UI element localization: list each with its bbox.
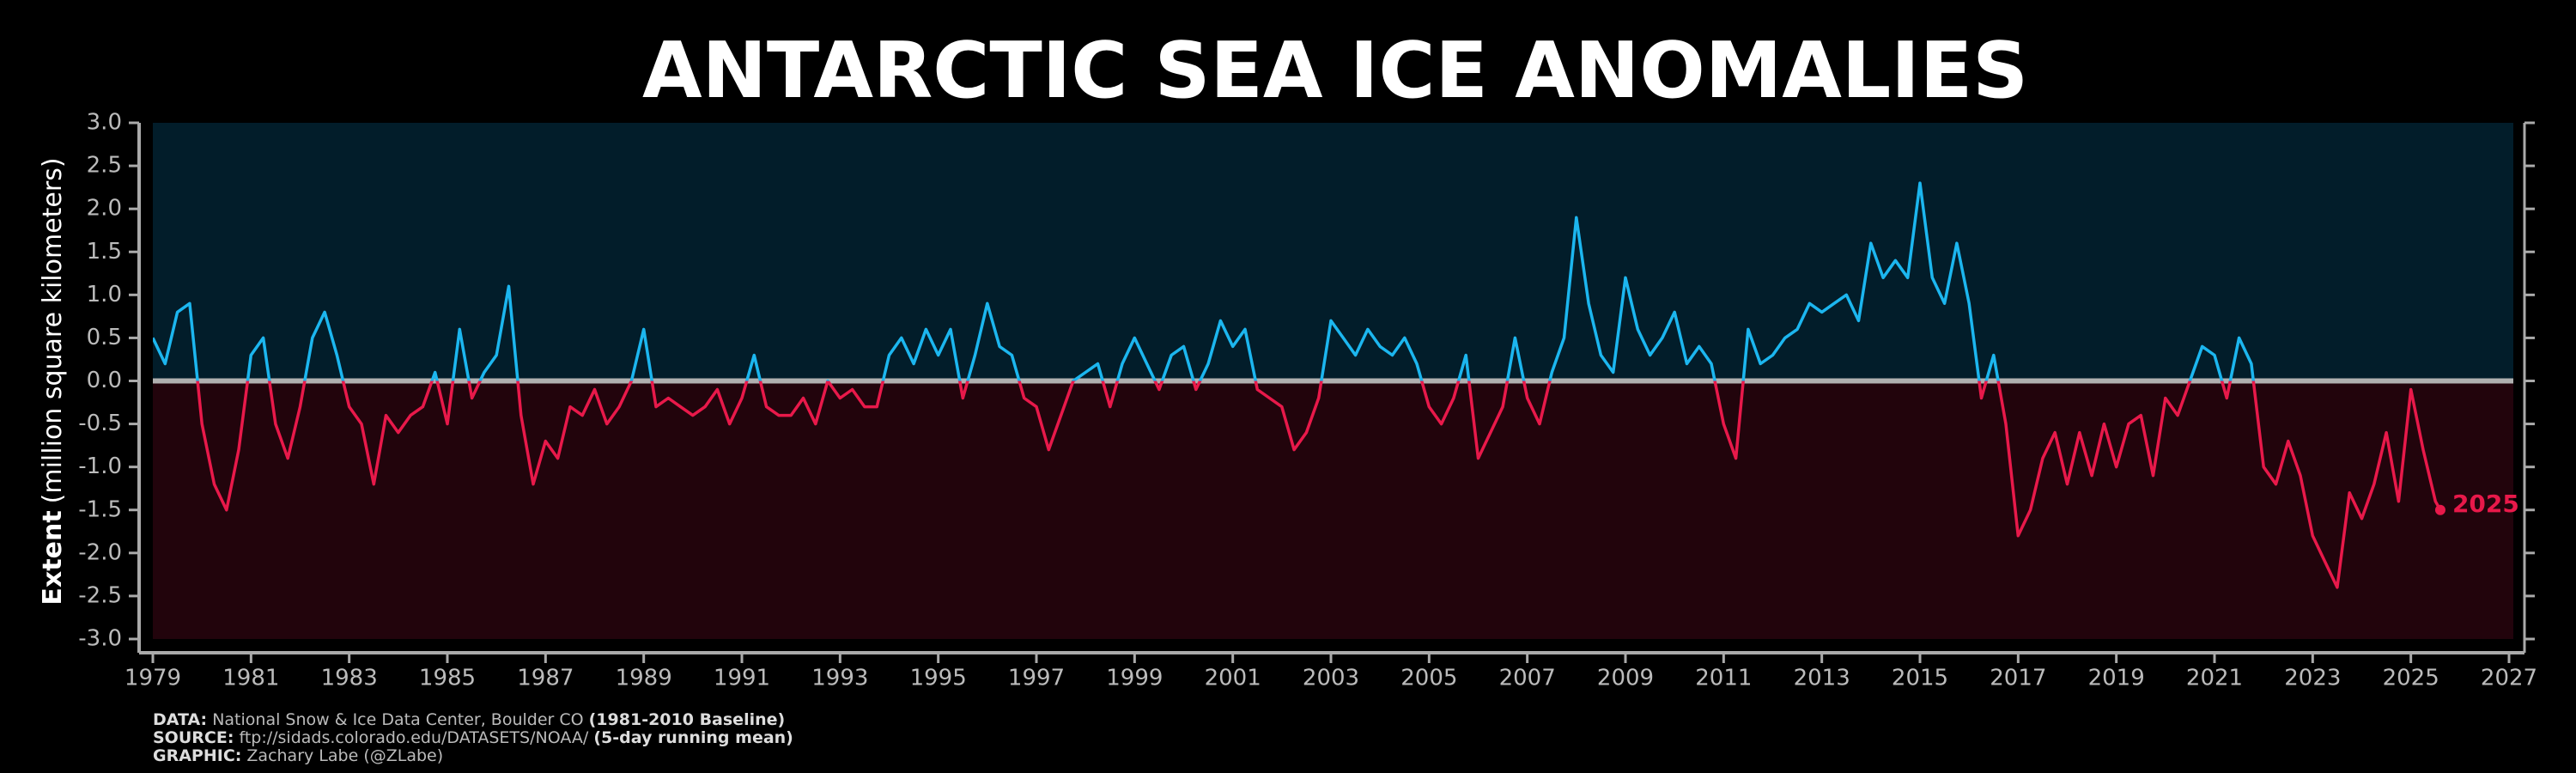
credit-label: GRAPHIC: [153,746,241,765]
credit-text: National Snow & Ice Data Center, Boulder… [207,710,588,729]
y-axis-label-bold: Extent [38,510,68,605]
x-tick-label: 2027 [2481,666,2537,691]
x-tick-label: 1997 [1008,666,1065,691]
credit-text: ftp://sidads.colorado.edu/DATASETS/NOAA/ [234,728,593,747]
chart-title: ANTARCTIC SEA ICE ANOMALIES [642,26,2028,116]
x-tick-label: 2021 [2186,666,2243,691]
x-tick-label: 2009 [1597,666,1654,691]
x-tick-label: 1995 [910,666,967,691]
end-point [2434,504,2445,515]
x-tick-label: 1991 [714,666,770,691]
credit-label: SOURCE: [153,728,234,747]
x-tick-label: 1999 [1106,666,1163,691]
y-axis-label: Extent (million square kilometers) [38,157,68,605]
end-label: 2025 [2452,490,2519,518]
x-tick-label: 2011 [1695,666,1752,691]
x-tick-label: 1985 [419,666,476,691]
credit-label: DATA: [153,710,207,729]
x-tick-label: 2015 [1892,666,1948,691]
x-tick-label: 2023 [2284,666,2341,691]
y-tick-label: 1.0 [87,282,122,307]
y-tick-label: 0.0 [87,368,122,393]
x-tick-label: 2001 [1205,666,1261,691]
y-tick-label: -1.5 [78,496,122,522]
y-tick-label: 1.5 [87,239,122,265]
y-tick-label: -0.5 [78,411,122,436]
credit-line: DATA: National Snow & Ice Data Center, B… [153,710,785,729]
x-tick-label: 2013 [1794,666,1850,691]
x-tick-label: 1989 [616,666,672,691]
y-tick-label: -3.0 [78,626,122,652]
y-tick-label: -1.0 [78,453,122,479]
y-tick-label: -2.0 [78,539,122,565]
x-tick-label: 2003 [1303,666,1359,691]
x-tick-label: 2007 [1499,666,1556,691]
x-tick-label: 1987 [517,666,574,691]
x-tick-label: 2005 [1400,666,1457,691]
credit-line: SOURCE: ftp://sidads.colorado.edu/DATASE… [153,728,793,747]
credit-note: (5-day running mean) [593,728,793,747]
background-above [153,123,2513,381]
credit-text: Zachary Labe (@ZLabe) [241,746,443,765]
credit-line: GRAPHIC: Zachary Labe (@ZLabe) [153,746,443,765]
y-tick-label: 2.0 [87,196,122,222]
background-below [153,380,2513,639]
x-tick-label: 1983 [321,666,378,691]
credit-note: (1981-2010 Baseline) [589,710,786,729]
x-tick-label: 1993 [811,666,868,691]
x-tick-label: 2017 [1990,666,2046,691]
y-tick-label: 2.5 [87,153,122,179]
x-tick-label: 2025 [2383,666,2439,691]
y-axis-label-unit: (million square kilometers) [38,157,68,503]
y-tick-label: -2.5 [78,582,122,608]
x-tick-label: 1979 [125,666,181,691]
y-tick-label: 0.5 [87,325,122,350]
x-tick-label: 2019 [2088,666,2145,691]
line-below [196,380,2442,589]
x-tick-label: 1981 [222,666,279,691]
y-tick-label: 3.0 [87,110,122,136]
